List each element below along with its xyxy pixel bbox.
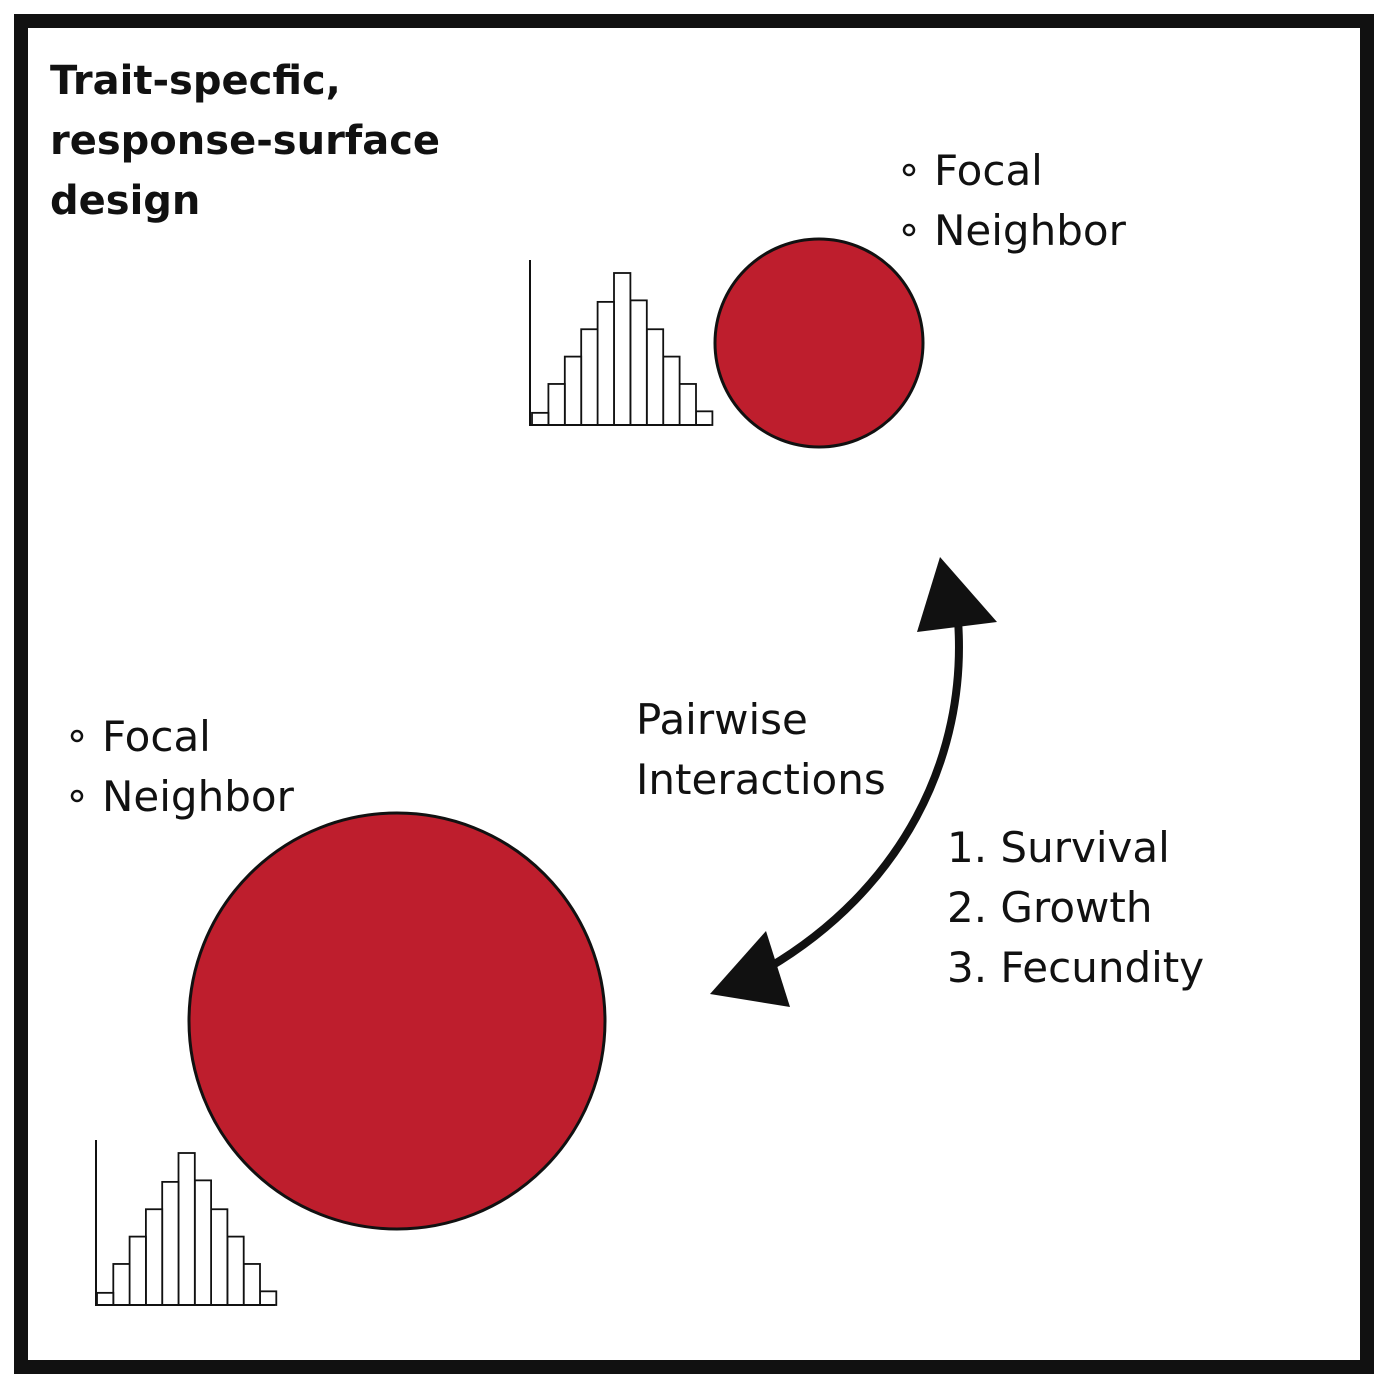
bottom-legend-bullet-icon	[70, 729, 84, 743]
bottom-histogram-bar	[259, 1290, 278, 1306]
bottom-histogram-bar	[128, 1235, 147, 1306]
title-line-2: response-surface	[50, 118, 440, 164]
top-histogram-axes	[529, 260, 710, 426]
top-legend-bullet-icon	[902, 163, 916, 177]
top-histogram-bar	[695, 410, 714, 426]
bottom-legend-focal: Focal	[102, 712, 211, 761]
interaction-arrow-icon	[710, 557, 997, 1007]
bottom-histogram	[95, 1140, 278, 1306]
interaction-label: Pairwise Interactions	[636, 695, 886, 804]
top-plant-circle	[713, 237, 925, 449]
frame-border	[14, 14, 1374, 1374]
top-histogram-bar	[645, 328, 665, 426]
title-line-3: design	[50, 178, 200, 224]
top-histogram-bar	[629, 299, 648, 426]
top-histogram-bar	[662, 355, 681, 426]
bottom-legend: Focal Neighbor	[70, 712, 295, 821]
top-histogram-bar	[580, 328, 599, 426]
top-histogram-bar	[547, 383, 566, 426]
bottom-histogram-bar	[112, 1263, 131, 1306]
top-histogram-bar	[563, 355, 583, 426]
bottom-histogram-bar	[161, 1180, 180, 1306]
arrow-head-down-icon	[710, 931, 790, 1007]
bottom-histogram-bar	[226, 1235, 245, 1306]
diagram-title: Trait-specfic, response-surface design	[50, 58, 454, 224]
top-histogram-bar	[678, 383, 697, 426]
bottom-histogram-bar	[144, 1208, 164, 1306]
top-legend-neighbor: Neighbor	[934, 206, 1127, 255]
top-legend-bullet-icon	[902, 223, 916, 237]
outcomes-list: 1. Survival 2. Growth 3. Fecundity	[947, 823, 1204, 992]
bottom-legend-bullet-icon	[70, 789, 84, 803]
bottom-histogram-bar	[96, 1291, 115, 1306]
bottom-histogram-bar	[242, 1263, 261, 1306]
outcome-survival: 1. Survival	[947, 823, 1170, 872]
bottom-histogram-axes	[95, 1140, 275, 1306]
arrow-head-up-icon	[917, 557, 997, 632]
bottom-legend-neighbor: Neighbor	[102, 772, 295, 821]
top-histogram	[529, 260, 714, 426]
outcome-growth: 2. Growth	[947, 883, 1152, 932]
bottom-histogram-bar	[210, 1208, 229, 1306]
interaction-label-line-2: Interactions	[636, 755, 886, 804]
bottom-histogram-bar	[193, 1179, 213, 1306]
interaction-label-line-1: Pairwise	[636, 695, 808, 744]
bottom-plant-circle	[187, 811, 607, 1231]
title-line-1: Trait-specfic,	[50, 58, 341, 104]
top-legend-focal: Focal	[934, 146, 1043, 195]
top-legend: Focal Neighbor	[902, 146, 1127, 255]
top-histogram-bar	[613, 272, 632, 426]
bottom-histogram-bar	[177, 1152, 196, 1306]
top-histogram-bar	[531, 411, 550, 426]
outcome-fecundity: 3. Fecundity	[947, 943, 1204, 992]
arrow-curve	[765, 619, 963, 972]
top-histogram-bar	[596, 300, 615, 426]
